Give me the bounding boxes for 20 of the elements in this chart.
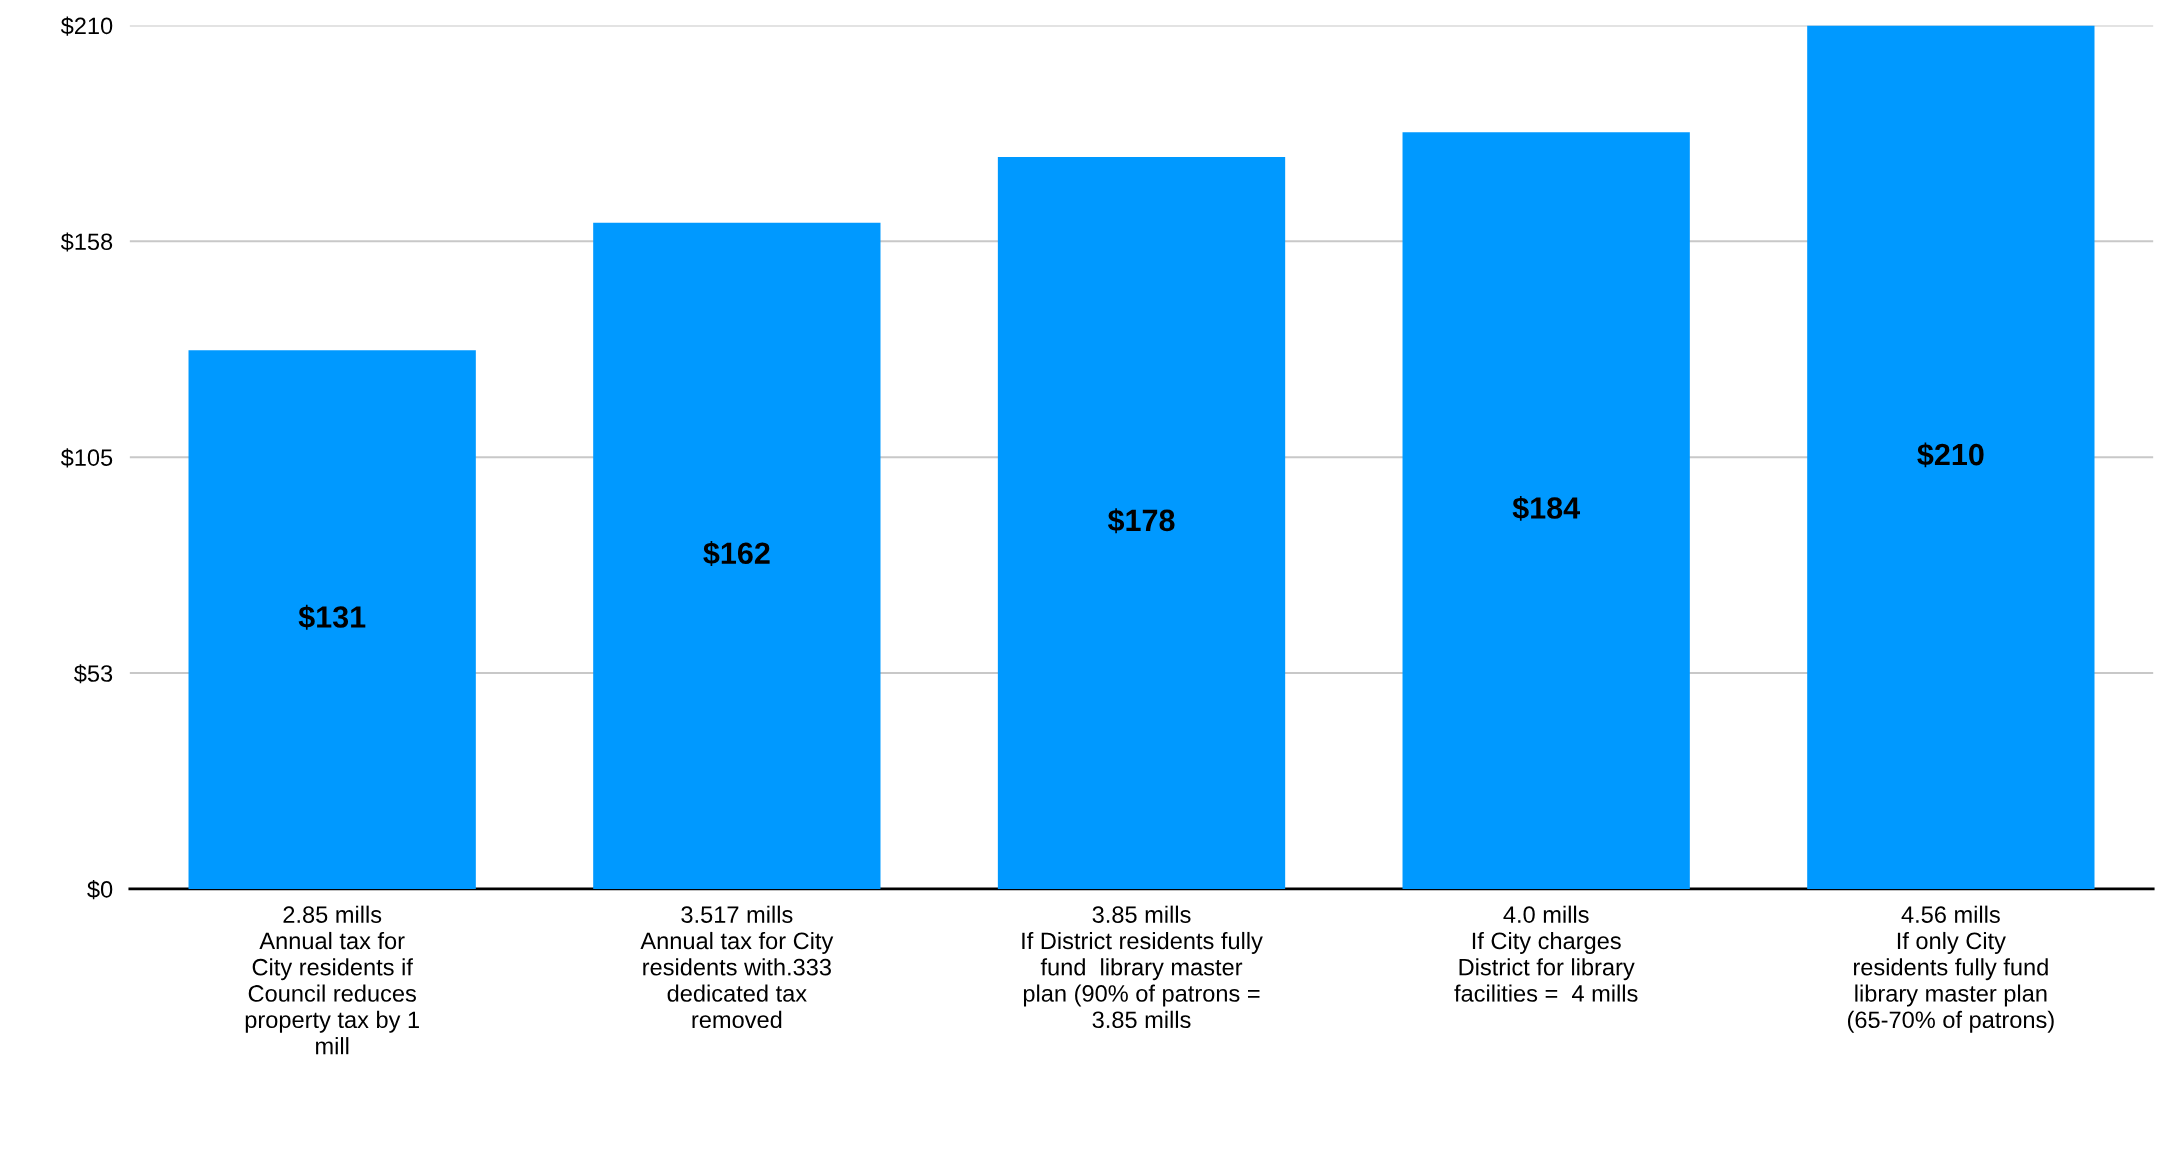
bar [1807,25,2095,889]
y-tick-label: $158 [60,232,113,252]
y-tick-label: $0 [87,880,113,900]
data-label: $162 [703,541,770,567]
bar [1402,132,1690,889]
data-label: $178 [1107,508,1175,534]
x-tick-label: 3.517 mills Annual tax for City residents with.333 dedicated tax removed [640,905,834,1029]
data-label: $131 [298,604,366,630]
y-tick-label: $53 [74,664,113,684]
y-tick-label: $105 [60,448,113,468]
bar [188,350,476,889]
x-tick-label: 2.85 mills Annual tax for City residents if Council reduces property tax by 1 mill [245,905,419,1055]
y-tick-label: $210 [60,16,113,36]
data-label: $210 [1917,442,1984,468]
bar [997,157,1286,889]
data-label: $184 [1512,495,1580,521]
bar [593,222,881,889]
x-tick-label: 4.56 mills If only City residents fully fund library master plan (65-70% of patrons) [1847,905,2054,1033]
x-tick-label: 3.85 mills If District residents fully fund library master plan (90% of patrons = 3.85 mills [1022,905,1263,1029]
x-tick-label: 4.0 mills If City charges District for library facilities = 4 mills [1454,905,1638,1002]
